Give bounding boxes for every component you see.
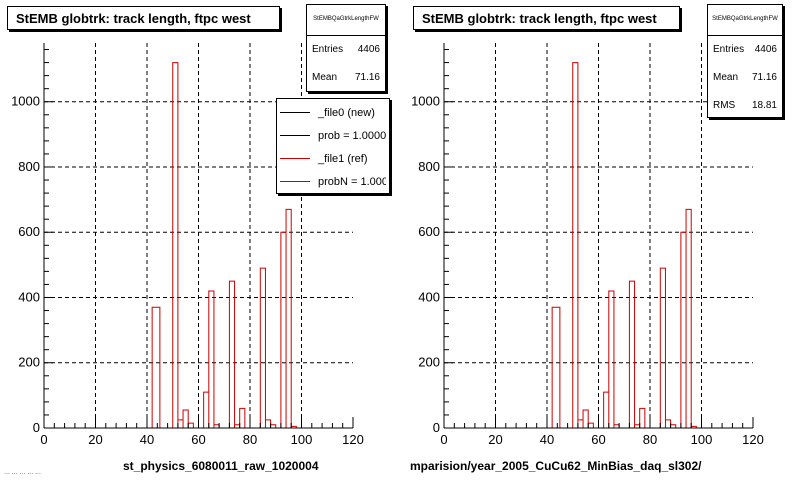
stats-row-entries: Entries 4406 <box>307 36 385 64</box>
y-tick-label: 1000 <box>411 94 440 109</box>
x-tick-label: 40 <box>140 432 154 447</box>
histogram-bin <box>204 392 209 428</box>
histogram-bin <box>665 420 670 428</box>
stats-label: Entries <box>312 44 344 55</box>
x-tick-label: 60 <box>591 432 605 447</box>
y-tick-label: 800 <box>418 159 440 174</box>
stats-box-right: StEMBQaGtrkLengthFW Entries 4406 Mean 71… <box>707 4 783 118</box>
x-tick-label: 20 <box>88 432 102 447</box>
legend-line-swatch <box>280 181 310 182</box>
stats-value: 71.16 <box>751 72 777 83</box>
histogram-plot-right: 0 20 40 60 80 100 120 0 200 400 600 800 1000 <box>411 43 764 447</box>
histogram-series-outline <box>444 62 753 429</box>
y-tick-label: 0 <box>33 420 40 435</box>
y-tick-label: 400 <box>418 289 440 304</box>
x-tick-label: 100 <box>291 432 313 447</box>
legend-entry-probn: probN = 1.000000 <box>280 170 386 193</box>
histogram-series-outline <box>44 62 353 429</box>
histogram-bin <box>609 291 614 428</box>
y-tick-label: 1000 <box>11 94 40 109</box>
y-tick-label: 0 <box>433 420 440 435</box>
histogram-bin <box>552 307 560 428</box>
x-tick-label: 120 <box>342 432 364 447</box>
histogram-bin <box>173 63 178 428</box>
histogram-bin <box>152 307 160 428</box>
legend-entry-file0: _file0 (new) <box>280 101 386 124</box>
plot-title-right: StEMB globtrk: track length, ftpc west <box>413 6 680 30</box>
histogram-bin <box>578 420 583 428</box>
stats-histogram-name: StEMBQaGtrkLengthFW <box>307 5 385 36</box>
plot-title-left: StEMB globtrk: track length, ftpc west <box>7 6 280 30</box>
stats-value: 4406 <box>754 44 777 55</box>
legend-label: _file0 (new) <box>318 106 375 119</box>
stats-label: Entries <box>713 44 745 55</box>
histogram-bin <box>240 408 245 428</box>
x-tick-label: 60 <box>191 432 205 447</box>
histogram-plot-left: 0 20 40 60 80 100 120 0 200 400 600 800 1000 <box>11 43 364 447</box>
stats-row-mean: Mean 71.16 <box>708 64 782 92</box>
x-tick-label: 0 <box>440 432 447 447</box>
legend-line-swatch <box>280 135 310 136</box>
x-caption-right: mparision/year_2005_CuCu62_MinBias_daq_s… <box>410 459 702 473</box>
histogram-bin <box>178 420 183 428</box>
x-tick-label: 80 <box>643 432 657 447</box>
histogram-bin <box>183 410 188 428</box>
histogram-bin <box>573 63 578 428</box>
histogram-bin <box>286 209 291 428</box>
footnote: ... ... ... ... ... <box>4 469 41 476</box>
legend-label: probN = 1.000000 <box>318 175 386 188</box>
histogram-bin <box>281 232 286 428</box>
stats-label: Mean <box>713 72 739 83</box>
x-tick-label: 40 <box>540 432 554 447</box>
legend-label: _file1 (ref) <box>318 152 368 165</box>
histogram-bin <box>260 268 265 428</box>
y-tick-label: 600 <box>18 224 40 239</box>
legend-line-swatch <box>280 112 310 113</box>
stats-histogram-name: StEMBQaGtrkLengthFW <box>708 5 782 36</box>
stats-row-rms: RMS 18.81 <box>708 92 782 120</box>
histogram-bin <box>265 420 270 428</box>
histogram-bin <box>188 423 193 428</box>
stats-label: RMS <box>713 100 736 111</box>
stats-value: 18.81 <box>751 100 777 111</box>
x-tick-label: 100 <box>691 432 713 447</box>
legend-box: _file0 (new) prob = 1.000000 _file1 (ref… <box>276 98 390 194</box>
histogram-bin <box>209 291 214 428</box>
y-tick-label: 400 <box>18 289 40 304</box>
y-tick-label: 600 <box>418 224 440 239</box>
x-caption-left: st_physics_6080011_raw_1020004 <box>123 459 319 473</box>
x-tick-label: 120 <box>742 432 764 447</box>
stats-value: 71.16 <box>354 72 380 83</box>
x-tick-label: 20 <box>488 432 502 447</box>
y-tick-label: 200 <box>418 355 440 370</box>
histogram-bin <box>629 281 634 428</box>
histogram-bin <box>640 408 645 428</box>
legend-entry-file1: _file1 (ref) <box>280 147 386 170</box>
histogram-bin <box>583 410 588 428</box>
stats-row-mean: Mean 71.16 <box>307 64 385 92</box>
stats-box-left: StEMBQaGtrkLengthFW Entries 4406 Mean 71… <box>306 4 386 92</box>
stats-label: Mean <box>312 72 338 83</box>
x-tick-label: 0 <box>40 432 47 447</box>
histogram-bin <box>660 268 665 428</box>
x-tick-label: 80 <box>243 432 257 447</box>
stats-value: 4406 <box>357 44 380 55</box>
y-tick-label: 800 <box>18 159 40 174</box>
histogram-bin <box>588 423 593 428</box>
y-tick-label: 200 <box>18 355 40 370</box>
histogram-bin <box>686 209 691 428</box>
histogram-bin <box>681 232 686 428</box>
legend-entry-prob: prob = 1.000000 <box>280 124 386 147</box>
histogram-bin <box>229 281 234 428</box>
histogram-bin <box>604 392 609 428</box>
legend-label: prob = 1.000000 <box>318 129 386 142</box>
legend-line-swatch <box>280 158 310 159</box>
stats-row-entries: Entries 4406 <box>708 36 782 64</box>
